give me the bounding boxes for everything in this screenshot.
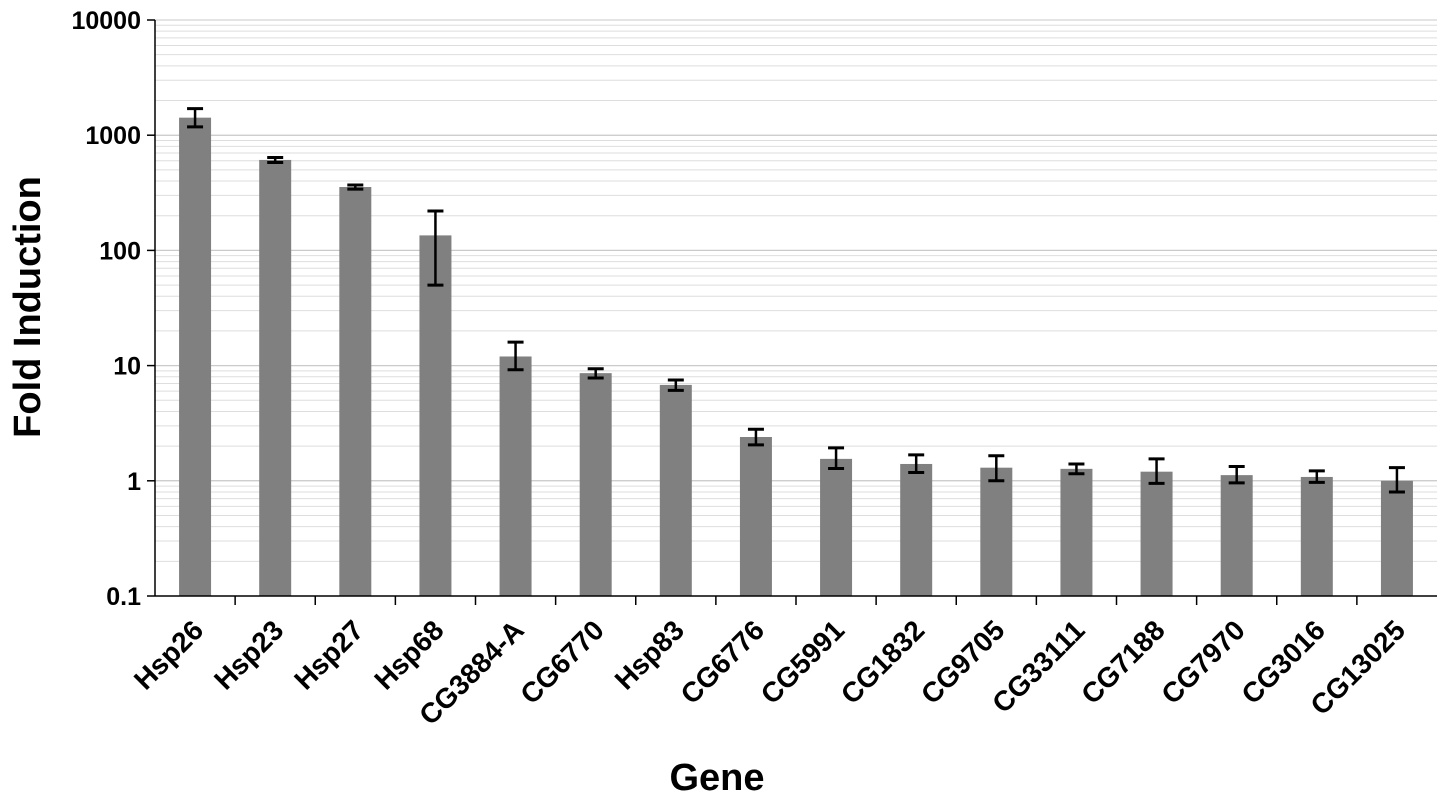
- bar: [339, 187, 372, 597]
- x-tick-label: Hsp27: [288, 614, 369, 695]
- bar: [820, 458, 853, 596]
- x-tick-label: Hsp26: [128, 614, 209, 695]
- bars: [179, 107, 1413, 597]
- y-tick-label: 100: [99, 237, 141, 265]
- bar: [499, 356, 532, 596]
- y-tick-label: 10: [113, 353, 141, 381]
- bar: [980, 467, 1013, 596]
- bar: [1140, 471, 1173, 596]
- x-tick-label: CG6770: [514, 614, 610, 710]
- y-tick-label: 1: [127, 468, 141, 496]
- x-tick-label: CG7970: [1155, 614, 1251, 710]
- bar: [1220, 475, 1253, 596]
- bar: [739, 436, 772, 596]
- x-tick-label: CG7188: [1075, 614, 1171, 710]
- x-tick-label: CG6776: [675, 614, 771, 710]
- y-tick-label: 10000: [71, 7, 141, 35]
- bar: [659, 384, 692, 596]
- y-tick-label: 0.1: [106, 583, 141, 611]
- x-axis-title: Gene: [669, 757, 764, 799]
- bar: [179, 117, 212, 597]
- bar: [579, 373, 612, 596]
- bar: [1060, 468, 1093, 596]
- y-axis-title: Fold Induction: [7, 176, 49, 438]
- y-tick-label: 1000: [85, 122, 141, 150]
- bar: [1380, 480, 1413, 596]
- bar: [419, 235, 452, 596]
- x-tick-label: Hsp23: [208, 614, 289, 695]
- bar: [1300, 476, 1333, 596]
- x-tick-label: CG5991: [755, 614, 851, 710]
- x-tick-label: CG1832: [835, 614, 931, 710]
- bar: [900, 463, 933, 596]
- bar: [259, 159, 292, 597]
- axes: [147, 19, 1437, 605]
